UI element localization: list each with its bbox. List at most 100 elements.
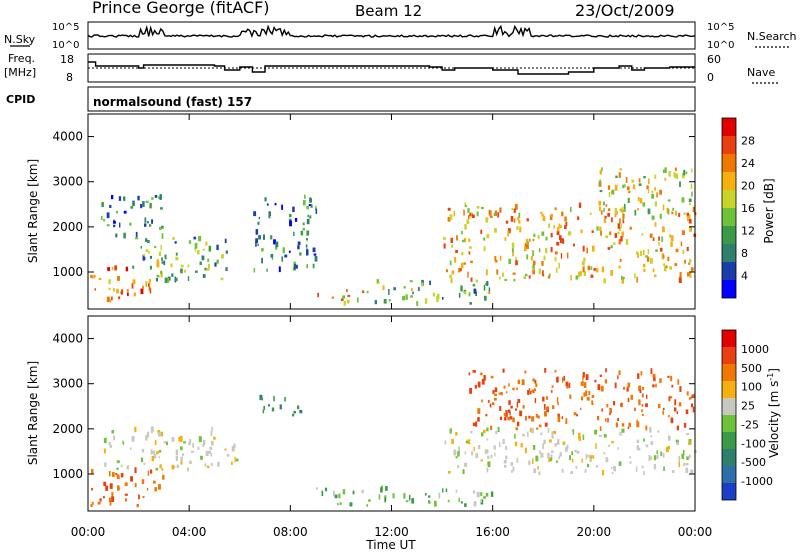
- data-cell: [647, 188, 650, 194]
- data-cell: [690, 469, 694, 474]
- data-cell: [565, 381, 569, 387]
- data-cell: [566, 252, 569, 259]
- data-cell: [130, 476, 133, 482]
- data-cell: [456, 235, 458, 241]
- data-cell: [300, 230, 304, 236]
- data-cell: [503, 459, 507, 464]
- data-cell: [526, 218, 529, 222]
- data-cell: [601, 470, 605, 476]
- colorbar-tick-label: 100: [741, 381, 762, 394]
- data-cell: [460, 285, 463, 292]
- data-cell: [594, 379, 597, 383]
- data-cell: [467, 439, 471, 445]
- data-cell: [490, 375, 494, 379]
- data-cell: [654, 187, 656, 191]
- data-cell: [513, 208, 516, 214]
- data-cell: [551, 436, 554, 439]
- colorbar-swatch: [722, 364, 736, 381]
- data-cell: [507, 230, 510, 237]
- data-cell: [122, 440, 124, 444]
- data-cell: [119, 222, 121, 228]
- data-cell: [561, 416, 564, 419]
- data-cell: [453, 210, 455, 217]
- data-cell: [551, 385, 554, 388]
- colorbar-tick-label: 20: [741, 180, 755, 193]
- data-cell: [469, 388, 473, 394]
- data-cell: [647, 208, 651, 215]
- data-cell: [639, 198, 643, 204]
- data-cell: [459, 267, 462, 272]
- data-cell: [429, 280, 431, 285]
- data-cell: [159, 194, 162, 200]
- data-cell: [579, 270, 582, 276]
- data-cell: [106, 296, 110, 303]
- data-cell: [617, 223, 620, 229]
- colorbar-swatch: [722, 172, 736, 190]
- data-cell: [505, 410, 508, 415]
- data-cell: [142, 201, 145, 207]
- data-cell: [556, 377, 559, 383]
- data-cell: [468, 251, 471, 255]
- data-cell: [554, 251, 558, 255]
- data-cell: [160, 207, 163, 210]
- data-cell: [653, 455, 657, 461]
- data-cell: [143, 462, 146, 466]
- data-cell: [568, 382, 571, 388]
- colorbar-swatch: [722, 449, 736, 466]
- data-cell: [636, 439, 640, 443]
- nsearch-label: N.Search: [747, 30, 797, 43]
- data-cell: [271, 407, 275, 412]
- data-cell: [325, 487, 328, 492]
- velocity-colorbar-label-main: Velocity [m s: [767, 381, 781, 458]
- data-cell: [638, 385, 642, 392]
- data-cell: [592, 455, 595, 459]
- data-cell: [462, 469, 465, 475]
- data-cell: [605, 457, 609, 463]
- data-cell: [470, 277, 473, 282]
- data-cell: [566, 444, 569, 449]
- data-cell: [135, 231, 138, 238]
- colorbar-swatch: [722, 154, 736, 172]
- data-cell: [90, 275, 93, 278]
- data-cell: [366, 504, 369, 507]
- data-cell: [194, 242, 198, 249]
- data-cell: [607, 213, 610, 217]
- data-cell: [315, 205, 317, 211]
- data-cell: [562, 441, 566, 445]
- data-cell: [653, 376, 656, 382]
- data-cell: [647, 249, 650, 255]
- data-cell: [162, 474, 165, 480]
- data-cell: [184, 269, 186, 273]
- data-cell: [473, 447, 475, 452]
- data-cell: [91, 274, 95, 279]
- data-cell: [471, 451, 474, 456]
- colorbar-tick-label: 8: [741, 247, 748, 260]
- data-cell: [562, 238, 565, 244]
- data-cell: [464, 462, 468, 467]
- data-cell: [154, 487, 157, 492]
- data-cell: [686, 212, 689, 217]
- data-cell: [464, 224, 467, 230]
- data-cell: [619, 208, 623, 212]
- data-cell: [560, 253, 563, 259]
- data-cell: [510, 216, 514, 222]
- data-cell: [472, 214, 475, 218]
- data-cell: [516, 226, 519, 230]
- data-cell: [642, 202, 646, 207]
- colorbar-tick-label: 12: [741, 225, 755, 238]
- data-cell: [651, 215, 655, 220]
- data-cell: [205, 450, 209, 456]
- velocity-data: [90, 368, 697, 508]
- data-cell: [658, 242, 660, 246]
- data-cell: [530, 391, 532, 395]
- data-cell: [124, 493, 128, 496]
- data-cell: [150, 426, 154, 432]
- data-cell: [575, 466, 578, 469]
- data-cell: [104, 462, 107, 467]
- data-cell: [670, 235, 674, 242]
- data-cell: [571, 458, 574, 463]
- data-cell: [512, 272, 516, 275]
- data-cell: [656, 450, 659, 454]
- data-cell: [115, 233, 118, 238]
- data-cell: [138, 494, 140, 500]
